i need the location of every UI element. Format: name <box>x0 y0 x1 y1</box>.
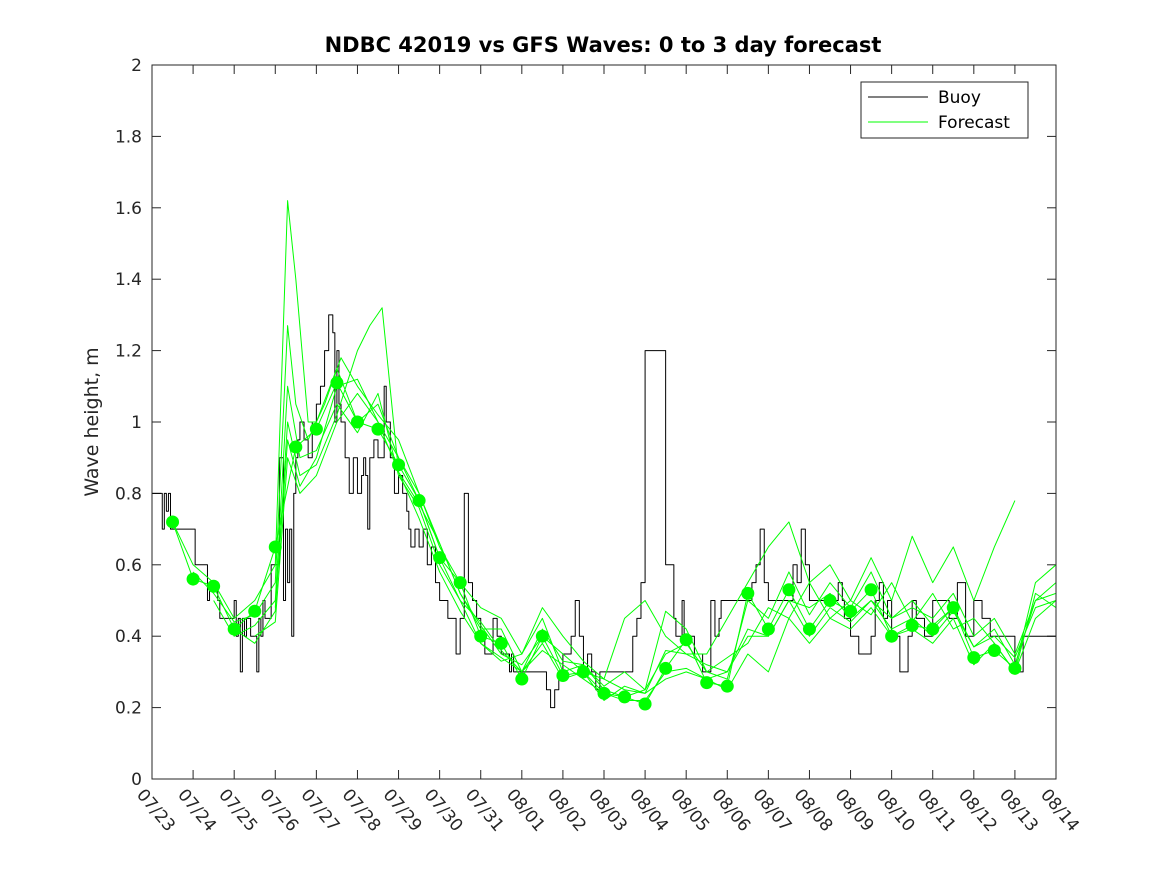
x-tick-label: 07/27 <box>297 785 344 835</box>
forecast-point <box>556 668 570 682</box>
forecast-point <box>967 651 981 665</box>
forecast-line <box>192 325 1056 691</box>
forecast-point <box>371 422 385 436</box>
x-tick-label: 08/02 <box>543 785 590 835</box>
buoy-line <box>152 314 1056 709</box>
forecast-point <box>659 661 673 675</box>
y-tick-label: 0.6 <box>115 556 142 576</box>
forecast-point <box>350 415 364 429</box>
x-tick-label: 08/09 <box>831 785 878 835</box>
forecast-point <box>700 676 714 690</box>
plot-area <box>152 200 1056 711</box>
legend-box <box>860 81 1029 139</box>
forecast-point <box>905 618 919 632</box>
forecast-point <box>1008 661 1022 675</box>
forecast-point <box>926 622 940 636</box>
forecast-point <box>166 515 180 529</box>
chart-title: NDBC 42019 vs GFS Waves: 0 to 3 day fore… <box>325 33 882 57</box>
axis-ticks: 00.20.40.60.811.21.41.61.8207/2307/2407/… <box>115 56 1083 836</box>
forecast-point <box>597 686 611 700</box>
x-tick-label: 08/11 <box>913 785 960 835</box>
x-tick-label: 07/30 <box>420 785 467 835</box>
legend: Buoy Forecast <box>860 81 1029 139</box>
forecast-point <box>782 583 796 597</box>
forecast-line <box>274 378 1056 694</box>
x-tick-label: 07/23 <box>132 785 179 835</box>
forecast-point <box>268 540 282 554</box>
forecast-point <box>453 576 467 590</box>
forecast-point <box>720 679 734 693</box>
x-tick-label: 07/29 <box>379 785 426 835</box>
legend-buoy-label: Buoy <box>938 88 981 108</box>
forecast-point <box>515 672 529 686</box>
forecast-point <box>309 422 323 436</box>
forecast-point <box>494 636 508 650</box>
y-tick-label: 2 <box>131 56 142 76</box>
forecast-point <box>535 629 549 643</box>
forecast-point <box>248 604 262 618</box>
y-tick-label: 1.4 <box>115 270 142 290</box>
y-tick-label: 1.2 <box>115 342 142 362</box>
plot-frame <box>151 64 1057 780</box>
forecast-point <box>946 601 960 615</box>
forecast-point <box>412 494 426 508</box>
forecast-point <box>844 604 858 618</box>
forecast-point <box>802 622 816 636</box>
y-axis-label: Wave height, m <box>81 347 103 496</box>
y-tick-label: 1.8 <box>115 127 142 147</box>
y-tick-label: 1.6 <box>115 199 142 219</box>
x-tick-label: 08/13 <box>995 785 1042 835</box>
forecast-point <box>987 643 1001 657</box>
legend-forecast-label: Forecast <box>938 113 1010 133</box>
x-tick-label: 08/05 <box>666 785 713 835</box>
x-tick-label: 08/04 <box>625 785 672 835</box>
forecast-point <box>227 622 241 636</box>
x-tick-label: 07/26 <box>255 785 302 835</box>
forecast-point <box>392 458 406 472</box>
x-tick-label: 07/24 <box>173 785 220 835</box>
forecast-point <box>823 594 837 607</box>
forecast-line <box>172 200 1016 680</box>
forecast-point <box>474 629 488 643</box>
forecast-point <box>289 440 303 454</box>
x-tick-label: 08/08 <box>790 785 837 835</box>
forecast-line <box>213 385 1056 701</box>
x-tick-label: 08/07 <box>749 785 796 835</box>
x-tick-label: 08/03 <box>584 785 631 835</box>
forecast-point <box>885 629 899 643</box>
forecast-point <box>618 690 632 704</box>
forecast-point <box>433 551 447 565</box>
y-tick-label: 1 <box>131 413 142 433</box>
forecast-point <box>638 697 652 711</box>
y-tick-label: 0.4 <box>115 627 142 647</box>
x-tick-label: 08/14 <box>1036 785 1083 835</box>
x-tick-label: 07/28 <box>338 785 385 835</box>
forecast-point <box>761 622 775 636</box>
y-tick-label: 0.2 <box>115 699 142 719</box>
x-tick-label: 08/12 <box>954 785 1001 835</box>
forecast-point <box>186 572 200 586</box>
x-tick-label: 08/10 <box>872 785 919 835</box>
y-tick-label: 0 <box>131 770 142 790</box>
forecast-point <box>207 579 221 593</box>
forecast-point <box>741 586 755 600</box>
y-tick-label: 0.8 <box>115 484 142 504</box>
x-tick-label: 07/31 <box>461 785 508 835</box>
x-tick-label: 08/01 <box>502 785 549 835</box>
forecast-point <box>576 665 590 679</box>
x-tick-label: 08/06 <box>707 785 754 835</box>
x-tick-label: 07/25 <box>214 785 261 835</box>
forecast-point <box>864 583 878 597</box>
forecast-point <box>679 633 693 647</box>
forecast-point <box>330 376 344 390</box>
